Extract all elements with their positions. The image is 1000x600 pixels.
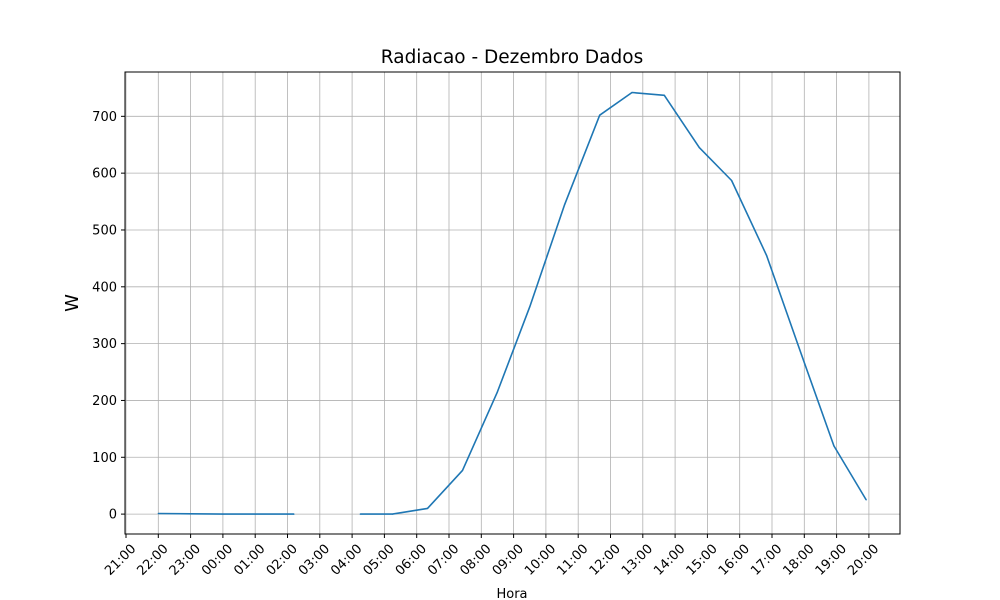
data-point [157, 512, 159, 515]
x-tick-label: 13:00 [619, 542, 656, 579]
data-point [222, 513, 224, 515]
y-tick-label: 500 [92, 223, 117, 238]
data-point [254, 513, 256, 515]
y-tick-label: 600 [92, 167, 117, 182]
x-tick-label: 19:00 [813, 542, 850, 579]
x-tick-label: 21:00 [102, 542, 139, 579]
series-line-segment [360, 91, 867, 515]
y-tick-label: 700 [92, 110, 117, 125]
data-point [286, 513, 289, 515]
x-tick-label: 12:00 [587, 542, 624, 579]
series-line-segment [158, 512, 294, 515]
series-layer [157, 91, 867, 515]
y-tick-label: 400 [92, 280, 117, 295]
data-point [461, 469, 464, 471]
data-point [426, 507, 429, 509]
data-point [359, 513, 361, 515]
data-point [731, 179, 733, 182]
x-tick-label: 11:00 [554, 542, 591, 579]
data-point [833, 445, 835, 447]
x-tick-label: 10:00 [522, 542, 559, 579]
data-point [190, 513, 192, 515]
x-tick-label: 03:00 [296, 542, 333, 579]
x-tick-label: 23:00 [167, 542, 204, 579]
data-point [801, 354, 803, 356]
x-tick-label: 15:00 [684, 542, 721, 579]
x-tick-label: 00:00 [199, 542, 236, 579]
x-tick-label: 14:00 [651, 542, 688, 579]
x-tick-label: 02:00 [264, 542, 301, 579]
data-point [564, 203, 566, 205]
x-tick-label: 18:00 [780, 542, 817, 579]
data-point [663, 94, 665, 96]
x-tick-label: 06:00 [393, 542, 430, 579]
y-axis-label: W [62, 294, 83, 312]
data-point [766, 254, 768, 257]
y-tick-label: 100 [92, 451, 117, 466]
grid [125, 72, 900, 534]
x-tick-label: 07:00 [425, 542, 462, 579]
data-point [698, 147, 700, 149]
data-point [599, 114, 601, 116]
data-point [293, 513, 295, 515]
x-tick-label: 04:00 [328, 542, 365, 579]
x-tick-label: 17:00 [748, 542, 785, 579]
data-point [496, 391, 498, 393]
x-tick-label: 16:00 [716, 542, 753, 579]
y-tick-label: 300 [92, 337, 117, 352]
x-tick-label: 05:00 [361, 542, 398, 579]
x-tick-label: 20:00 [845, 542, 882, 579]
plot-frame [124, 71, 901, 535]
data-point [631, 91, 633, 94]
y-tick-label: 0 [109, 508, 117, 523]
data-point [529, 306, 531, 308]
x-tick-label: 22:00 [134, 542, 171, 579]
data-point [865, 499, 867, 501]
chart-title: Radiacao - Dezembro Dados [381, 47, 643, 68]
x-axis-label: Hora [496, 587, 527, 600]
y-axis: 0 100 200 300 400 500 600 700 [92, 110, 125, 523]
y-tick-label: 200 [92, 394, 117, 409]
x-axis: 21:0022:0023:0000:0001:0002:0003:0004:00… [102, 534, 882, 579]
x-tick-label: 01:00 [231, 542, 268, 579]
x-tick-label: 09:00 [490, 542, 527, 579]
x-tick-label: 08:00 [457, 542, 494, 579]
data-point [391, 513, 394, 515]
